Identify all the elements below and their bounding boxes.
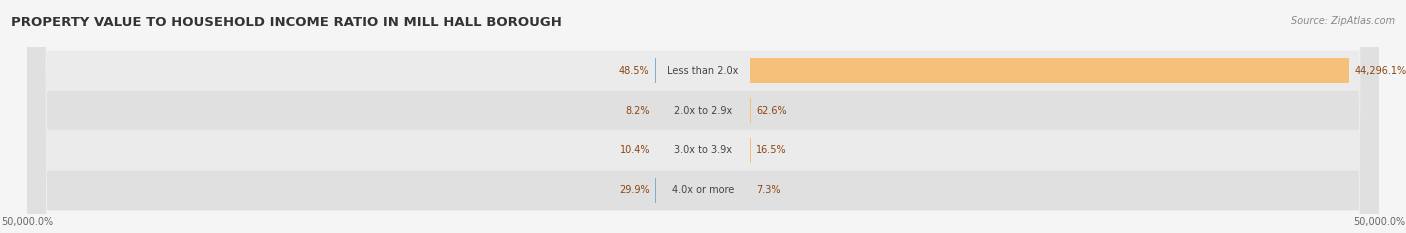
- Text: 8.2%: 8.2%: [626, 106, 650, 116]
- Text: Less than 2.0x: Less than 2.0x: [668, 65, 738, 75]
- Text: 16.5%: 16.5%: [756, 145, 786, 155]
- Text: 2.0x to 2.9x: 2.0x to 2.9x: [673, 106, 733, 116]
- FancyBboxPatch shape: [27, 0, 1379, 233]
- FancyBboxPatch shape: [27, 0, 1379, 233]
- Bar: [751, 58, 1350, 83]
- Text: 62.6%: 62.6%: [756, 106, 787, 116]
- Text: PROPERTY VALUE TO HOUSEHOLD INCOME RATIO IN MILL HALL BOROUGH: PROPERTY VALUE TO HOUSEHOLD INCOME RATIO…: [11, 16, 562, 29]
- Text: 4.0x or more: 4.0x or more: [672, 185, 734, 195]
- FancyBboxPatch shape: [27, 0, 1379, 233]
- Text: 48.5%: 48.5%: [619, 65, 650, 75]
- FancyBboxPatch shape: [27, 0, 1379, 233]
- Text: 29.9%: 29.9%: [619, 185, 650, 195]
- Text: 7.3%: 7.3%: [756, 185, 780, 195]
- Text: 10.4%: 10.4%: [620, 145, 650, 155]
- Text: 44,296.1%: 44,296.1%: [1354, 65, 1406, 75]
- Text: Source: ZipAtlas.com: Source: ZipAtlas.com: [1291, 16, 1395, 26]
- Text: 3.0x to 3.9x: 3.0x to 3.9x: [673, 145, 733, 155]
